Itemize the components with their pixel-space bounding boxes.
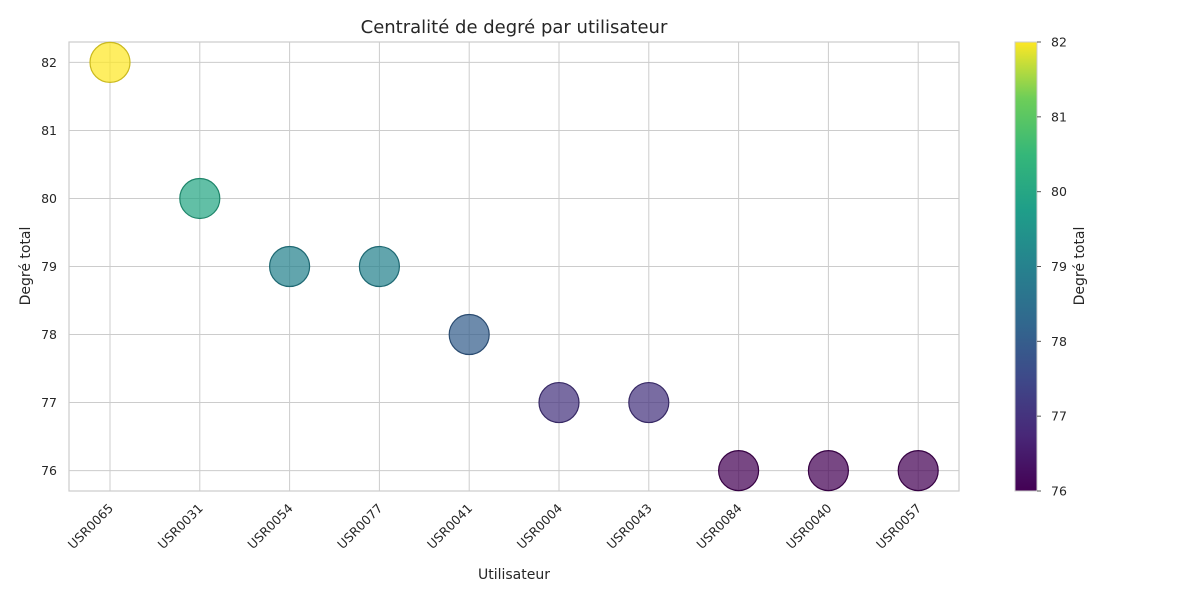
data-point <box>628 381 670 424</box>
data-point <box>179 177 221 220</box>
y-ticks: 76 77 78 79 80 81 82 <box>41 55 57 478</box>
x-tick-label: USR0065 <box>65 501 116 552</box>
data-point <box>897 449 939 492</box>
colorbar-tick-label: 80 <box>1051 184 1067 199</box>
colorbar-label: Degré total <box>1072 227 1088 306</box>
data-point <box>358 245 400 288</box>
y-tick-label: 76 <box>41 463 57 478</box>
colorbar-tick-label: 76 <box>1051 484 1067 499</box>
colorbar-tick-label: 82 <box>1051 35 1067 50</box>
data-point <box>89 41 131 84</box>
data-point <box>269 245 311 288</box>
y-tick-label: 82 <box>41 55 57 70</box>
data-point <box>448 313 490 356</box>
data-point <box>807 449 850 492</box>
x-tick-label: USR0077 <box>334 501 385 552</box>
x-tick-label: USR0057 <box>873 501 924 552</box>
y-tick-label: 81 <box>41 123 57 138</box>
colorbar-ticks: 76 77 78 79 80 81 82 <box>1037 35 1067 499</box>
x-axis-label: Utilisateur <box>478 567 550 583</box>
x-tick-label: USR0031 <box>155 501 206 552</box>
data-point <box>717 449 760 492</box>
colorbar: 76 77 78 79 80 81 82 Degré total <box>1014 35 1088 499</box>
x-tick-label: USR0043 <box>604 501 655 552</box>
x-ticks: USR0065 USR0031 USR0054 USR0077 USR0041 USR00… <box>65 500 925 551</box>
y-axis-label: Degré total <box>18 227 34 306</box>
x-tick-label: USR0084 <box>693 500 744 551</box>
colorbar-tick-label: 78 <box>1051 334 1067 349</box>
chart-title: Centralité de degré par utilisateur <box>361 17 668 38</box>
x-tick-label: USR0040 <box>783 500 834 551</box>
y-tick-label: 77 <box>41 395 57 410</box>
plot-frame <box>68 41 960 492</box>
colorbar-tick-label: 77 <box>1051 409 1067 424</box>
y-tick-label: 78 <box>41 327 57 342</box>
y-tick-label: 79 <box>41 259 57 274</box>
x-tick-label: USR0004 <box>514 500 565 551</box>
points-layer <box>89 41 939 492</box>
grid-layer <box>69 42 959 491</box>
colorbar-tick-label: 81 <box>1051 109 1067 124</box>
x-tick-label: USR0041 <box>424 501 475 552</box>
colorbar-tick-label: 79 <box>1051 259 1067 274</box>
y-tick-label: 80 <box>41 191 57 206</box>
data-point <box>538 381 580 424</box>
colorbar-gradient <box>1014 41 1038 492</box>
x-tick-label: USR0054 <box>244 500 295 551</box>
